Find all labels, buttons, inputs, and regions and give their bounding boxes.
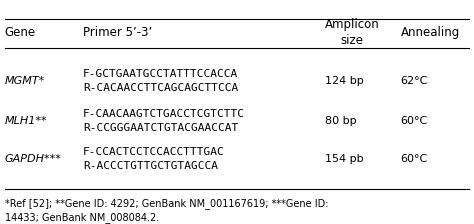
Text: 80 bp: 80 bp (325, 116, 356, 126)
Text: 154 pb: 154 pb (325, 154, 363, 164)
Text: 62°C: 62°C (401, 76, 428, 86)
Text: F-CCACTCCTCCACCTTTGAC
R-ACCCTGTTGCTGTAGCCA: F-CCACTCCTCCACCTTTGAC R-ACCCTGTTGCTGTAGC… (83, 147, 225, 171)
Text: 60°C: 60°C (401, 116, 428, 126)
Text: MGMT*: MGMT* (5, 76, 45, 86)
Text: Gene: Gene (5, 26, 36, 39)
Text: F-GCTGAATGCCTATTTCCACCA
R-CACAACCTTCAGCAGCTTCCA: F-GCTGAATGCCTATTTCCACCA R-CACAACCTTCAGCA… (83, 69, 238, 93)
Text: Primer 5’-3’: Primer 5’-3’ (83, 26, 152, 39)
Text: Annealing: Annealing (401, 26, 460, 39)
Text: 124 bp: 124 bp (325, 76, 364, 86)
Text: *Ref [52]; **Gene ID: 4292; GenBank NM_001167619; ***Gene ID:
14433; GenBank NM_: *Ref [52]; **Gene ID: 4292; GenBank NM_0… (5, 198, 328, 223)
Text: F-CAACAAGTCTGACCTCGTCTTC
R-CCGGGAATCTGTACGAACCAT: F-CAACAAGTCTGACCTCGTCTTC R-CCGGGAATCTGTA… (83, 109, 245, 133)
Text: GAPDH***: GAPDH*** (5, 154, 62, 164)
Text: MLH1**: MLH1** (5, 116, 47, 126)
Text: Amplicon
size: Amplicon size (325, 18, 380, 47)
Text: 60°C: 60°C (401, 154, 428, 164)
